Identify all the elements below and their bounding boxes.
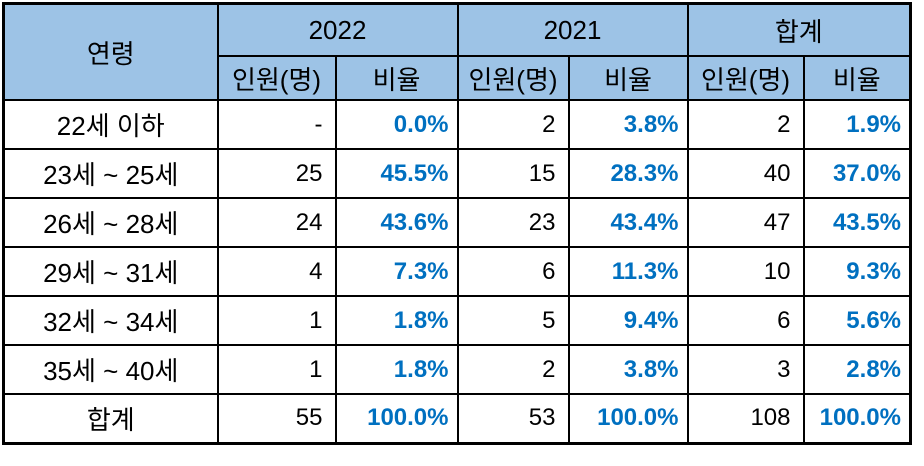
pct-2022-cell: 45.5%	[334, 148, 459, 199]
pct-2021-cell: 3.8%	[567, 99, 689, 150]
subheader-2021-ratio: 비율	[567, 55, 689, 101]
pct-2022-cell: 1.8%	[334, 295, 459, 346]
pct-2021-total-cell: 100.0%	[567, 393, 689, 444]
pct-2022-cell: 7.3%	[334, 246, 459, 297]
pct-2022-cell: 1.8%	[334, 344, 459, 395]
count-total-cell: 40	[686, 148, 805, 199]
total-row: 합계 55 100.0% 53 100.0% 108 100.0%	[2, 393, 912, 444]
table-body: 22세 이하 - 0.0% 2 3.8% 2 1.9% 23세 ~ 25세 25…	[2, 99, 912, 444]
count-total-cell: 10	[686, 246, 805, 297]
group-header-2022: 2022	[216, 2, 459, 57]
age-column-header: 연령	[2, 2, 219, 101]
age-distribution-table: 연령 2022 2021 합계 인원(명) 비율 인원(명) 비율 인원(명) …	[2, 2, 912, 445]
subheader-total-count: 인원(명)	[686, 55, 805, 101]
table-row: 26세 ~ 28세 24 43.6% 23 43.4% 47 43.5%	[2, 197, 912, 248]
count-2022-cell: 24	[216, 197, 337, 248]
count-2022-cell: -	[216, 99, 337, 150]
group-header-total: 합계	[686, 2, 912, 57]
pct-2021-cell: 28.3%	[567, 148, 689, 199]
subheader-2022-count: 인원(명)	[216, 55, 337, 101]
pct-total-cell: 1.9%	[802, 99, 912, 150]
count-2022-cell: 4	[216, 246, 337, 297]
table-row: 32세 ~ 34세 1 1.8% 5 9.4% 6 5.6%	[2, 295, 912, 346]
pct-total-cell: 9.3%	[802, 246, 912, 297]
count-2022-cell: 1	[216, 295, 337, 346]
pct-2021-cell: 11.3%	[567, 246, 689, 297]
table-header: 연령 2022 2021 합계 인원(명) 비율 인원(명) 비율 인원(명) …	[2, 2, 912, 101]
count-2021-cell: 2	[456, 344, 570, 395]
count-2022-total-cell: 55	[216, 393, 337, 444]
count-total-cell: 2	[686, 99, 805, 150]
age-label: 22세 이하	[2, 99, 219, 150]
count-2022-cell: 25	[216, 148, 337, 199]
age-label: 35세 ~ 40세	[2, 344, 219, 395]
pct-2021-cell: 43.4%	[567, 197, 689, 248]
count-total-total-cell: 108	[686, 393, 805, 444]
count-2021-cell: 23	[456, 197, 570, 248]
subheader-2021-count: 인원(명)	[456, 55, 570, 101]
table-row: 29세 ~ 31세 4 7.3% 6 11.3% 10 9.3%	[2, 246, 912, 297]
age-label: 26세 ~ 28세	[2, 197, 219, 248]
count-2022-cell: 1	[216, 344, 337, 395]
count-total-cell: 6	[686, 295, 805, 346]
count-2021-cell: 5	[456, 295, 570, 346]
pct-total-cell: 43.5%	[802, 197, 912, 248]
pct-total-cell: 37.0%	[802, 148, 912, 199]
table-row: 22세 이하 - 0.0% 2 3.8% 2 1.9%	[2, 99, 912, 150]
count-2021-cell: 2	[456, 99, 570, 150]
pct-total-total-cell: 100.0%	[802, 393, 912, 444]
pct-total-cell: 2.8%	[802, 344, 912, 395]
count-2021-cell: 6	[456, 246, 570, 297]
header-row-subcolumns: 인원(명) 비율 인원(명) 비율 인원(명) 비율	[4, 55, 912, 101]
total-row-label: 합계	[2, 393, 219, 444]
pct-2021-cell: 3.8%	[567, 344, 689, 395]
pct-2022-total-cell: 100.0%	[334, 393, 459, 444]
pct-2021-cell: 9.4%	[567, 295, 689, 346]
count-total-cell: 3	[686, 344, 805, 395]
age-label: 32세 ~ 34세	[2, 295, 219, 346]
count-2021-cell: 15	[456, 148, 570, 199]
pct-total-cell: 5.6%	[802, 295, 912, 346]
pct-2022-cell: 43.6%	[334, 197, 459, 248]
table-row: 35세 ~ 40세 1 1.8% 2 3.8% 3 2.8%	[2, 344, 912, 395]
count-total-cell: 47	[686, 197, 805, 248]
pct-2022-cell: 0.0%	[334, 99, 459, 150]
subheader-total-ratio: 비율	[802, 55, 912, 101]
subheader-2022-ratio: 비율	[334, 55, 459, 101]
header-row-years: 연령 2022 2021 합계	[2, 2, 912, 101]
age-label: 23세 ~ 25세	[2, 148, 219, 199]
group-header-2021: 2021	[456, 2, 689, 57]
age-label: 29세 ~ 31세	[2, 246, 219, 297]
table-row: 23세 ~ 25세 25 45.5% 15 28.3% 40 37.0%	[2, 148, 912, 199]
count-2021-total-cell: 53	[456, 393, 570, 444]
